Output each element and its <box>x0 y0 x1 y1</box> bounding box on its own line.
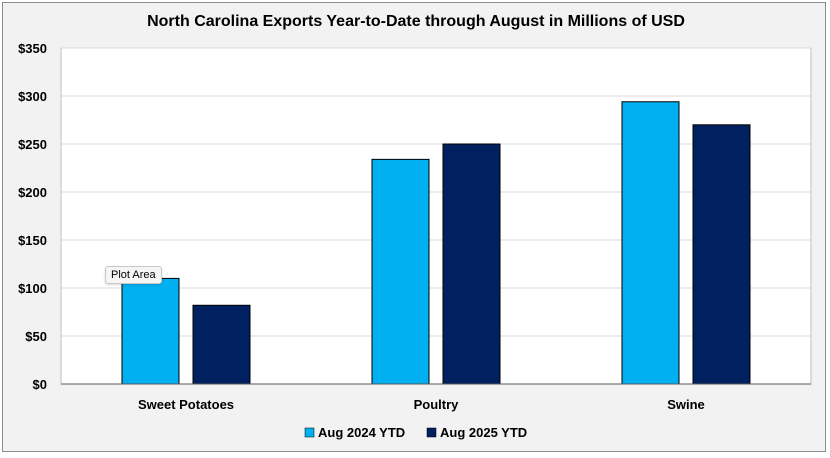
legend-swatch <box>426 427 437 438</box>
y-tick-label: $0 <box>33 377 47 392</box>
y-tick-label: $250 <box>18 137 47 152</box>
legend-label: Aug 2025 YTD <box>440 425 527 440</box>
legend-swatch <box>304 427 315 438</box>
y-axis-tick-labels: $0 $50 $100 $150 $200 $250 $300 $350 <box>18 41 47 392</box>
y-tick-label: $300 <box>18 89 47 104</box>
bar-swine-series-2[interactable] <box>692 124 751 385</box>
plot-area[interactable] <box>60 47 812 385</box>
y-tick-label: $200 <box>18 185 47 200</box>
chart-title: North Carolina Exports Year-to-Date thro… <box>147 13 685 30</box>
legend: Aug 2024 YTD Aug 2025 YTD <box>304 425 527 440</box>
bar-poultry-series-2[interactable] <box>442 143 501 385</box>
y-tick-label: $350 <box>18 41 47 56</box>
category-label: Swine <box>667 397 705 412</box>
category-label: Sweet Potatoes <box>138 397 234 412</box>
bar-sweet-potatoes-series-1[interactable] <box>121 277 180 385</box>
category-label: Poultry <box>414 397 460 412</box>
bar-swine-series-1[interactable] <box>621 101 680 385</box>
bar-sweet-potatoes-series-2[interactable] <box>192 304 251 385</box>
plot-area-tooltip: Plot Area <box>105 266 162 284</box>
y-tick-label: $100 <box>18 281 47 296</box>
gridlines <box>61 47 811 337</box>
bar-poultry-series-1[interactable] <box>371 158 430 385</box>
x-axis-category-labels: Sweet Potatoes Poultry Swine <box>138 397 705 412</box>
y-tick-label: $50 <box>25 329 47 344</box>
y-tick-label: $150 <box>18 233 47 248</box>
bars <box>121 101 751 385</box>
legend-label: Aug 2024 YTD <box>318 425 405 440</box>
